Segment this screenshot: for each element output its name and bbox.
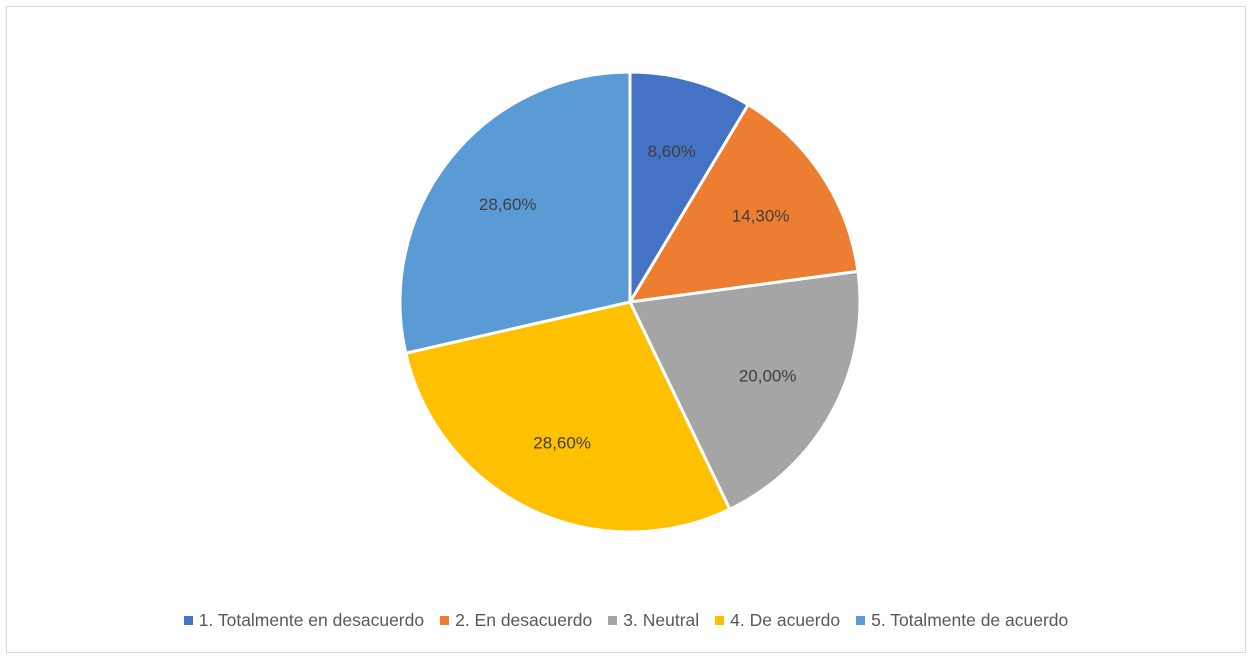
data-label-2: 14,30% [732,207,790,226]
legend-swatch-4 [715,616,725,625]
legend-item-5: 5. Totalmente de acuerdo [856,610,1068,631]
legend-item-3: 3. Neutral [608,610,699,631]
legend-label-5: 5. Totalmente de acuerdo [871,610,1069,630]
data-label-3: 20,00% [739,367,797,386]
data-label-5: 28,60% [479,195,537,214]
data-label-1: 8,60% [648,142,696,161]
legend-swatch-5 [856,616,866,625]
legend-item-1: 1. Totalmente en desacuerdo [183,610,425,631]
legend-label-4: 4. De acuerdo [730,610,841,630]
data-label-4: 28,60% [533,433,591,452]
legend: 1. Totalmente en desacuerdo 2. En desacue… [0,610,1252,631]
legend-label-3: 3. Neutral [623,610,700,630]
pie-slice-2 [628,103,860,304]
pie-slice-3 [628,269,862,511]
legend-swatch-1 [183,616,193,625]
pie-slice-5 [398,70,632,355]
legend-swatch-2 [440,616,450,625]
pie-slice-1 [628,70,750,304]
legend-label-1: 1. Totalmente en desacuerdo [198,610,425,630]
legend-item-2: 2. En desacuerdo [440,610,592,631]
legend-label-2: 2. En desacuerdo [455,610,593,630]
legend-swatch-3 [608,616,618,625]
pie-slice-4 [404,300,732,534]
legend-item-4: 4. De acuerdo [715,610,840,631]
